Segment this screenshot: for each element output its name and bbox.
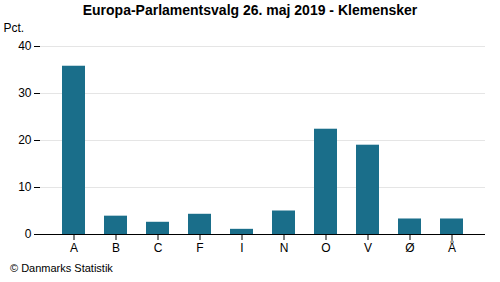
svg-text:10: 10 — [18, 180, 32, 194]
svg-text:B: B — [112, 241, 120, 255]
svg-text:40: 40 — [18, 39, 32, 53]
svg-text:0: 0 — [25, 227, 32, 241]
svg-text:Å: Å — [448, 240, 456, 255]
svg-text:N: N — [280, 241, 289, 255]
svg-text:F: F — [196, 241, 203, 255]
svg-text:30: 30 — [18, 86, 32, 100]
svg-text:O: O — [321, 241, 330, 255]
svg-text:I: I — [240, 241, 243, 255]
svg-text:Pct.: Pct. — [4, 21, 25, 35]
svg-text:V: V — [364, 241, 372, 255]
svg-text:20: 20 — [18, 133, 32, 147]
svg-text:A: A — [70, 241, 78, 255]
html-text:Europa-Parlamentsvalg 26. maj: Europa-Parlamentsvalg 26. maj 2019 - Kle… — [82, 2, 418, 18]
svg-text:C: C — [154, 241, 163, 255]
svg-text:Ø: Ø — [405, 241, 414, 255]
html-text:© Danmarks Statistik: © Danmarks Statistik — [10, 262, 113, 274]
